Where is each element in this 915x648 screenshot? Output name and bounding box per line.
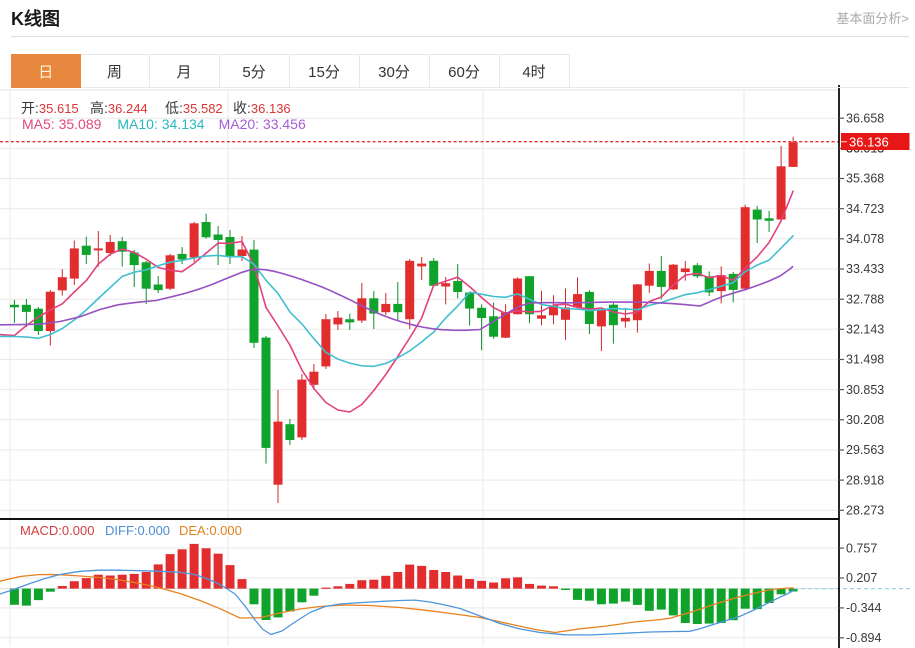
svg-text:-0.894: -0.894 [846,631,881,645]
svg-text:28.918: 28.918 [846,473,884,487]
svg-text:0.757: 0.757 [846,541,877,555]
svg-text:32.788: 32.788 [846,292,884,306]
svg-text:33.433: 33.433 [846,262,884,276]
svg-text:-0.344: -0.344 [846,601,881,615]
svg-text:0.207: 0.207 [846,571,877,585]
svg-text:32.143: 32.143 [846,323,884,337]
svg-text:36.136: 36.136 [849,134,889,149]
svg-text:29.563: 29.563 [846,443,884,457]
svg-text:34.078: 34.078 [846,232,884,246]
svg-text:28.273: 28.273 [846,504,884,518]
svg-text:36.658: 36.658 [846,111,884,125]
svg-text:31.498: 31.498 [846,353,884,367]
svg-text:30.853: 30.853 [846,383,884,397]
svg-text:35.368: 35.368 [846,172,884,186]
svg-text:34.723: 34.723 [846,202,884,216]
svg-text:30.208: 30.208 [846,413,884,427]
